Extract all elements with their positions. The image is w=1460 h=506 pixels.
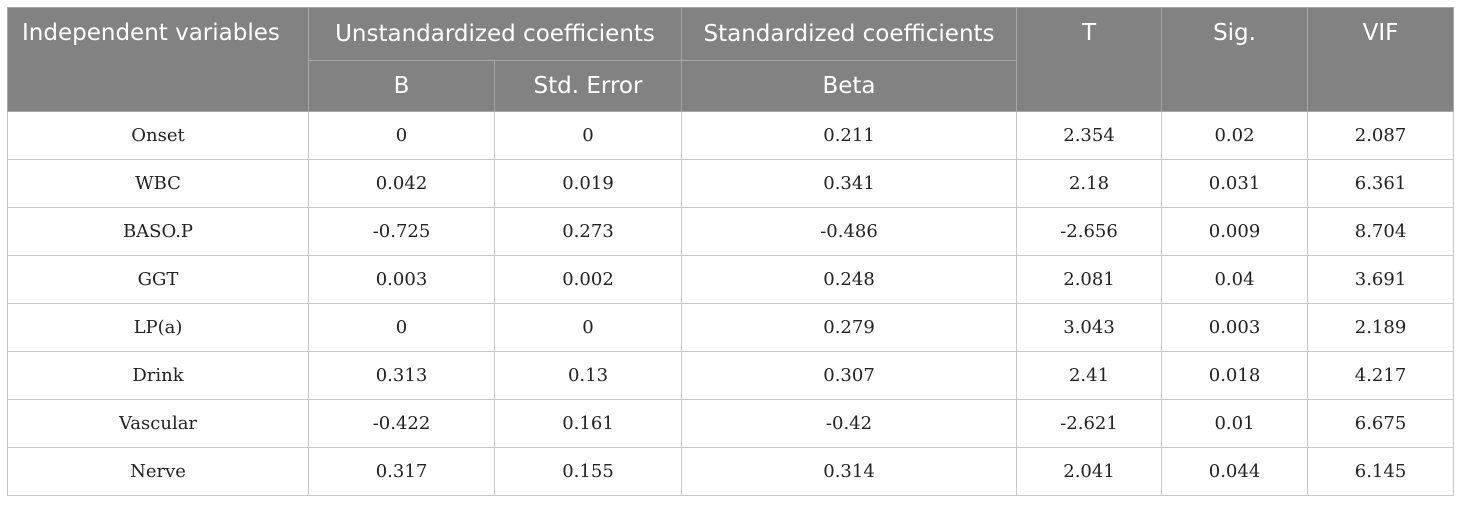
cell-b: 0 (308, 111, 495, 160)
cell-vif: 6.361 (1307, 159, 1455, 208)
cell-t: 2.081 (1016, 255, 1163, 304)
cell-std-error: 0.155 (493, 447, 683, 496)
cell-beta: 0.314 (681, 447, 1018, 496)
table-row: Onset 0 0 0.211 2.354 0.02 2.087 (7, 111, 1455, 160)
cell-sig: 0.01 (1161, 399, 1309, 448)
cell-std-error: 0 (493, 111, 683, 160)
cell-t: 2.041 (1016, 447, 1163, 496)
table-row: GGT 0.003 0.002 0.248 2.081 0.04 3.691 (7, 255, 1455, 304)
cell-t: 2.354 (1016, 111, 1163, 160)
header-row-top: Independent variables Unstandardized coe… (7, 7, 1455, 112)
cell-variable: BASO.P (7, 207, 309, 256)
cell-b: -0.422 (308, 399, 495, 448)
cell-variable: Drink (7, 351, 309, 400)
cell-std-error: 0.019 (493, 159, 683, 208)
header-unstandardized-coefficients: Unstandardized coefficients (307, 7, 683, 61)
header-vif: VIF (1307, 7, 1455, 112)
header-independent-variables: Independent variables (7, 7, 309, 112)
cell-sig: 0.02 (1161, 111, 1309, 160)
cell-sig: 0.003 (1161, 303, 1309, 352)
table-row: WBC 0.042 0.019 0.341 2.18 0.031 6.361 (7, 159, 1455, 208)
header-t: T (1016, 7, 1163, 112)
cell-variable: Nerve (7, 447, 309, 496)
header-standardized-coefficients: Standardized coefficients (681, 7, 1018, 61)
cell-vif: 6.145 (1307, 447, 1455, 496)
regression-coefficients-table: Independent variables Unstandardized coe… (7, 7, 1455, 496)
cell-t: 3.043 (1016, 303, 1163, 352)
table-row: Nerve 0.317 0.155 0.314 2.041 0.044 6.145 (7, 447, 1455, 496)
cell-sig: 0.018 (1161, 351, 1309, 400)
cell-b: 0.003 (308, 255, 495, 304)
header-row-sub: B Std. Error Beta (8, 60, 1454, 112)
cell-beta: 0.248 (681, 255, 1018, 304)
cell-vif: 2.189 (1307, 303, 1455, 352)
cell-variable: Onset (7, 111, 309, 160)
cell-t: -2.621 (1016, 399, 1163, 448)
table-row: BASO.P -0.725 0.273 -0.486 -2.656 0.009 8.704 (7, 207, 1455, 256)
cell-vif: 2.087 (1307, 111, 1455, 160)
cell-sig: 0.044 (1161, 447, 1309, 496)
cell-beta: 0.279 (681, 303, 1018, 352)
header-beta: Beta (681, 60, 1018, 112)
cell-vif: 6.675 (1307, 399, 1455, 448)
table-row: Vascular -0.422 0.161 -0.42 -2.621 0.01 6.675 (7, 399, 1455, 448)
cell-sig: 0.04 (1161, 255, 1309, 304)
cell-b: 0.042 (308, 159, 495, 208)
cell-sig: 0.031 (1161, 159, 1309, 208)
regression-table-container: Independent variables Unstandardized coe… (7, 7, 1455, 496)
cell-variable: LP(a) (7, 303, 309, 352)
cell-b: 0.317 (308, 447, 495, 496)
cell-vif: 4.217 (1307, 351, 1455, 400)
cell-beta: 0.341 (681, 159, 1018, 208)
cell-b: 0 (308, 303, 495, 352)
cell-std-error: 0.002 (493, 255, 683, 304)
cell-std-error: 0 (493, 303, 683, 352)
cell-t: 2.41 (1016, 351, 1163, 400)
cell-variable: WBC (7, 159, 309, 208)
cell-b: 0.313 (308, 351, 495, 400)
header-sig: Sig. (1161, 7, 1309, 112)
cell-beta: -0.486 (681, 207, 1018, 256)
table-row: LP(a) 0 0 0.279 3.043 0.003 2.189 (7, 303, 1455, 352)
table-header: Independent variables Unstandardized coe… (7, 7, 1455, 112)
cell-std-error: 0.161 (493, 399, 683, 448)
cell-std-error: 0.273 (493, 207, 683, 256)
cell-beta: 0.307 (681, 351, 1018, 400)
table-body: Onset 0 0 0.211 2.354 0.02 2.087 WBC 0.042 0.019 0… (7, 111, 1455, 496)
cell-t: -2.656 (1016, 207, 1163, 256)
cell-variable: GGT (7, 255, 309, 304)
cell-t: 2.18 (1016, 159, 1163, 208)
cell-sig: 0.009 (1161, 207, 1309, 256)
header-b: B (308, 60, 495, 112)
cell-beta: 0.211 (681, 111, 1018, 160)
cell-b: -0.725 (308, 207, 495, 256)
cell-variable: Vascular (7, 399, 309, 448)
header-std-error: Std. Error (493, 60, 683, 112)
cell-beta: -0.42 (681, 399, 1018, 448)
cell-std-error: 0.13 (493, 351, 683, 400)
cell-vif: 3.691 (1307, 255, 1455, 304)
cell-vif: 8.704 (1307, 207, 1455, 256)
table-row: Drink 0.313 0.13 0.307 2.41 0.018 4.217 (7, 351, 1455, 400)
